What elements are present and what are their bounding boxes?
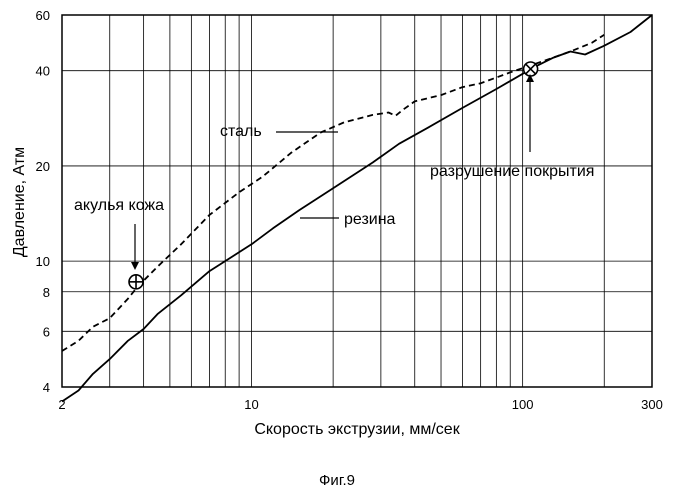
annotation-shark-skin: акулья кожа	[74, 197, 164, 214]
annotation-rubber: резина	[344, 211, 396, 228]
marker-shark-skin	[129, 275, 143, 289]
x-tick-label: 10	[244, 397, 258, 412]
y-tick-label: 10	[36, 254, 50, 269]
x-tick-label: 300	[641, 397, 663, 412]
x-tick-label: 2	[58, 397, 65, 412]
annotation-shark-skin-arrowhead	[131, 262, 139, 270]
y-tick-labels: 4 6 8 10 20 40 60	[36, 8, 50, 395]
y-tick-label: 8	[43, 285, 50, 300]
y-tick-label: 40	[36, 64, 50, 79]
figure-caption: Фиг.9	[0, 472, 674, 489]
x-tick-labels: 2 10 100 300	[58, 397, 662, 412]
y-tick-label: 60	[36, 8, 50, 23]
annotation-layer: сталь резина акулья кожа разрушение покр…	[74, 74, 594, 270]
pressure-vs-extrusion-speed-chart: 2 10 100 300 4 6 8 10 20 40 60 Скорость экструзии…	[0, 0, 674, 470]
annotation-steel: сталь	[220, 123, 262, 140]
y-axis-title: Давление, Атм	[11, 147, 28, 257]
marker-coating-failure	[524, 62, 538, 76]
y-tick-label: 4	[43, 380, 50, 395]
y-tick-label: 20	[36, 159, 50, 174]
x-tick-label: 100	[512, 397, 534, 412]
y-tick-label: 6	[43, 324, 50, 339]
annotation-coating-failure: разрушение покрытия	[430, 163, 594, 180]
x-axis-title: Скорость экструзии, мм/сек	[254, 421, 460, 438]
